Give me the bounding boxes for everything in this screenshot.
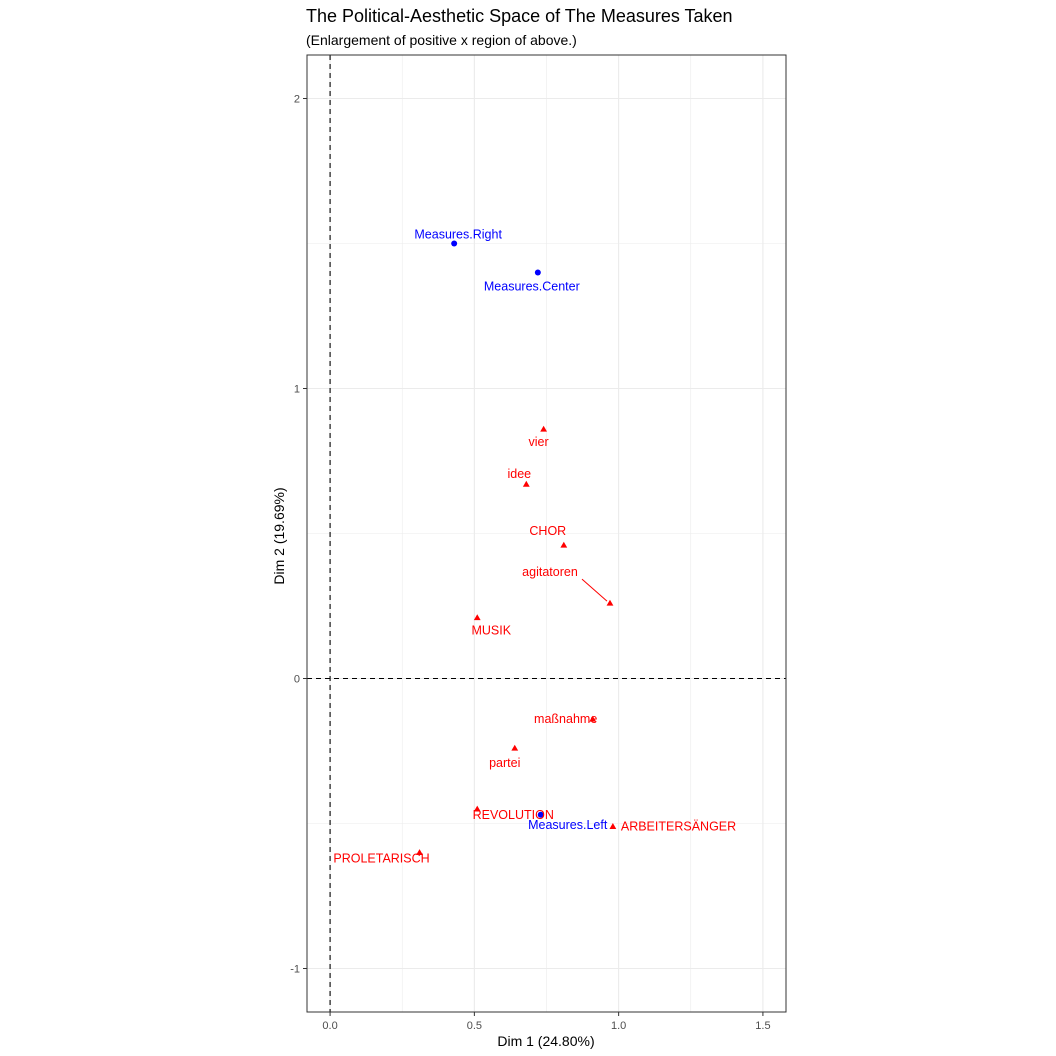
point-label-measures-right: Measures.Right (414, 228, 502, 242)
point-label-agitatoren: agitatoren (522, 565, 578, 579)
point-label-idee: idee (507, 467, 531, 481)
point-label-revolution: REVOLUTION (473, 808, 554, 822)
chart-title: The Political-Aesthetic Space of The Mea… (306, 6, 733, 26)
point-label-measures-left: Measures.Left (528, 818, 608, 832)
y-tick-label: 0 (294, 674, 300, 686)
x-tick-label: 0.0 (322, 1020, 337, 1032)
point-marker-arbeiters-nger (609, 823, 617, 829)
point-marker-idee (522, 480, 530, 487)
point-marker-ma-nahme (589, 715, 597, 722)
x-tick-label: 1.5 (755, 1020, 770, 1032)
y-tick-label: 2 (294, 94, 300, 106)
x-axis-title: Dim 1 (24.80%) (497, 1033, 594, 1049)
chart-subtitle: (Enlargement of positive x region of abo… (306, 32, 577, 48)
x-tick-label: 1.0 (611, 1020, 626, 1032)
point-label-arbeiters-nger: ARBEITERSÄNGER (621, 819, 736, 833)
point-marker-revolution (473, 805, 481, 812)
point-label-musik: MUSIK (471, 624, 511, 638)
data-points (416, 240, 617, 856)
point-label-ma-nahme: maßnahme (534, 712, 597, 726)
plot-panel-border (306, 54, 787, 1013)
reference-lines (307, 55, 786, 1012)
point-labels: vier idee CHOR agitatoren MUSIK maßnahme parte… (333, 228, 736, 866)
point-label-chor: CHOR (529, 524, 566, 538)
point-marker-chor (560, 541, 568, 548)
point-marker-measures-left (537, 811, 544, 818)
y-axis-title: Dim 2 (19.69%) (271, 487, 287, 584)
point-marker-proletarisch (416, 849, 423, 856)
point-marker-vier (540, 425, 548, 432)
point-marker-partei (511, 744, 519, 751)
axis-ticks: 0.0 0.5 1.0 1.5 -1 0 1 2 (290, 94, 770, 1033)
y-tick-label: 1 (294, 384, 300, 396)
gridlines (307, 55, 786, 1012)
point-label-measures-center: Measures.Center (484, 280, 580, 294)
x-tick-label: 0.5 (467, 1020, 482, 1032)
point-marker-agitatoren (606, 599, 614, 606)
leader-line-agitatoren (581, 578, 608, 602)
point-marker-musik (473, 614, 481, 621)
point-label-proletarisch: PROLETARISCH (333, 852, 429, 866)
point-label-partei: partei (489, 756, 520, 770)
point-label-vier: vier (529, 435, 549, 449)
point-marker-measures-right (451, 240, 458, 247)
point-marker-measures-center (534, 269, 541, 276)
y-tick-label: -1 (290, 964, 300, 976)
